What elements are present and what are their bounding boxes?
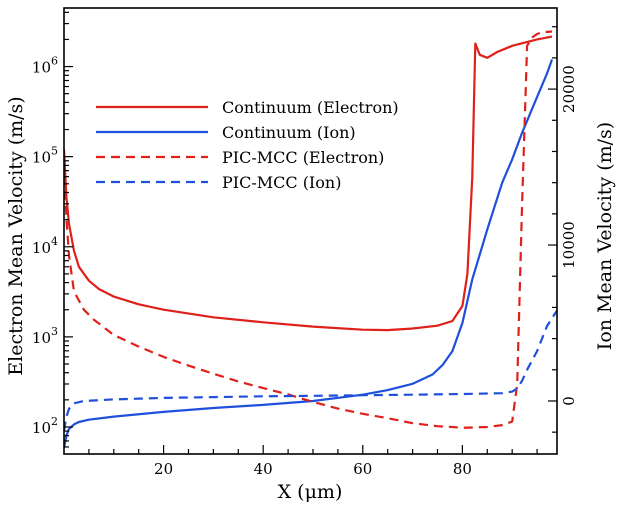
legend: Continuum (Electron) Continuum (Ion) PIC-M… (96, 98, 399, 192)
left-tick-label: 103 (32, 325, 58, 347)
plot-frame (63, 7, 558, 455)
right-tick-label: 10000 (560, 221, 578, 269)
series-line-pic-mcc-ion (64, 309, 557, 431)
right-tick-label: 0 (560, 396, 578, 406)
plot-border (63, 7, 558, 455)
left-tick-label: 105 (32, 145, 58, 167)
x-tick-label: 60 (353, 460, 372, 478)
legend-label: PIC-MCC (Ion) (222, 173, 341, 192)
right-y-axis-title: Ion Mean Velocity (m/s) (594, 122, 616, 350)
right-tick-label: 20000 (560, 65, 578, 113)
series-layer (64, 30, 557, 449)
legend-label: Continuum (Ion) (222, 123, 356, 142)
series-line-pic-mcc-electron (64, 30, 553, 429)
left-y-axis-title: Electron Mean Velocity (m/s) (5, 96, 27, 375)
left-tick-label: 102 (32, 415, 58, 437)
legend-label: Continuum (Electron) (222, 98, 399, 117)
x-tick-label: 40 (254, 460, 273, 478)
series-line-continuum-ion (64, 59, 554, 449)
left-tick-label: 106 (32, 55, 58, 77)
tick-layer: 20 40 60 80 102 103 104 105 106 0 10000 20000 (32, 11, 578, 478)
x-axis-title: X (μm) (278, 481, 343, 503)
legend-label: PIC-MCC (Electron) (222, 148, 384, 167)
x-tick-label: 20 (154, 460, 173, 478)
x-tick-label: 80 (453, 460, 472, 478)
series-line-continuum-electron (64, 35, 553, 332)
left-tick-label: 104 (32, 235, 58, 257)
